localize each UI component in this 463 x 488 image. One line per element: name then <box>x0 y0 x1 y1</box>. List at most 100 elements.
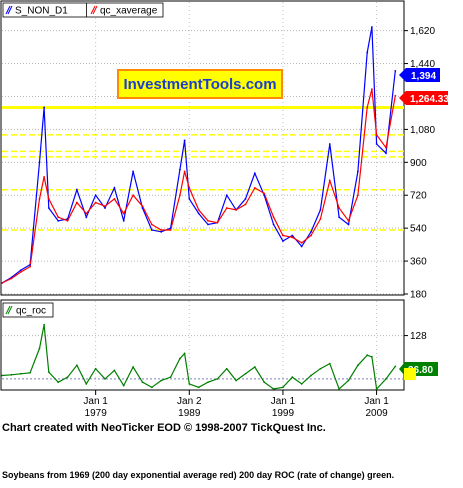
watermark-logo: InvestmentTools.com <box>117 69 283 99</box>
roc-point <box>38 347 41 350</box>
x-tick-label-line2: 1979 <box>85 408 108 419</box>
watermark-text: InvestmentTools.com <box>123 76 276 93</box>
average-point <box>47 197 50 200</box>
legend-label-average: qc_xaverage <box>100 6 158 17</box>
price-point <box>113 187 116 189</box>
roc-point <box>188 383 191 385</box>
roc-grid <box>2 335 408 380</box>
roc-point <box>1 374 3 377</box>
average-point <box>235 208 238 211</box>
price-point <box>160 230 163 233</box>
price-point <box>394 69 397 72</box>
roc-point <box>10 373 13 376</box>
price-point <box>263 194 266 197</box>
price-point <box>43 106 46 109</box>
price-grid <box>2 30 408 295</box>
average-point <box>38 197 41 200</box>
price-point <box>183 139 186 142</box>
roc-point <box>47 371 50 373</box>
price-point <box>150 229 153 231</box>
price-point <box>141 207 144 209</box>
last-average-flag <box>399 91 448 105</box>
roc-point <box>300 383 303 385</box>
roc-point <box>66 376 69 379</box>
roc-point <box>319 367 322 370</box>
price-panel-frame <box>0 0 405 296</box>
x-tick-label-line1: Jan 2 <box>177 396 202 407</box>
average-point <box>66 219 69 222</box>
roc-point <box>94 367 97 370</box>
chart-caption: Soybeans from 1969 (200 day exponential … <box>2 470 395 480</box>
price-point <box>207 223 209 226</box>
x-tick-label-line1: Jan 1 <box>83 396 108 407</box>
price-point <box>366 51 369 54</box>
roc-point <box>371 355 373 358</box>
average-point <box>375 133 378 136</box>
price-point <box>371 26 373 28</box>
last-roc-marker: 36.80 <box>399 362 438 380</box>
roc-point <box>76 364 78 367</box>
average-point <box>244 203 247 206</box>
price-point <box>225 194 228 197</box>
x-tick-label-line2: 1989 <box>178 408 201 419</box>
price-point <box>197 212 200 215</box>
legend-divider <box>86 3 87 17</box>
average-point <box>29 265 31 268</box>
price-point <box>300 245 303 248</box>
average-point <box>197 208 200 211</box>
roc-y-axis: 128 <box>410 331 427 342</box>
average-point <box>160 229 163 231</box>
last-price-flag <box>399 68 440 82</box>
average-point <box>253 187 256 189</box>
roc-point <box>263 381 266 384</box>
average-point <box>272 216 275 219</box>
roc-point <box>328 362 331 365</box>
price-point <box>375 143 378 145</box>
average-point <box>225 207 228 209</box>
roc-point <box>338 388 341 390</box>
price-point <box>57 219 60 222</box>
series-price-line <box>1 26 396 284</box>
price-point <box>66 218 69 220</box>
series-average-line <box>1 89 396 284</box>
roc-point <box>272 388 275 390</box>
roc-point <box>29 371 31 374</box>
price-y-tick-label: 540 <box>410 224 427 235</box>
price-point <box>282 240 284 242</box>
legend-line-icon-average <box>90 5 98 15</box>
roc-point <box>104 377 106 380</box>
roc-point <box>197 386 200 389</box>
roc-point <box>19 372 22 375</box>
price-point <box>291 234 294 237</box>
roc-point <box>169 376 172 379</box>
average-point <box>169 229 172 231</box>
average-point <box>338 207 341 209</box>
legend-line-icon-roc <box>5 305 13 315</box>
roc-point <box>394 365 397 368</box>
average-point <box>179 194 181 197</box>
roc-point <box>235 379 238 382</box>
average-point <box>141 205 144 208</box>
x-tick-label-line2: 2009 <box>365 408 388 419</box>
price-y-tick-label: 360 <box>410 257 427 268</box>
price-y-tick-label: 900 <box>410 158 427 169</box>
price-point <box>385 152 387 155</box>
average-point <box>300 241 303 244</box>
last-average-value: 1,264.33 <box>410 94 449 105</box>
roc-point <box>207 381 209 384</box>
average-point <box>188 187 191 189</box>
roc-point <box>216 377 219 380</box>
chart-credit: Chart created with NeoTicker EOD © 1998-… <box>2 422 326 434</box>
price-point <box>179 168 181 171</box>
price-point <box>188 197 191 200</box>
roc-point <box>310 374 312 377</box>
legend-label-price: S_NON_D1 <box>15 6 68 17</box>
average-point <box>366 106 369 109</box>
average-point <box>328 179 331 182</box>
roc-marker-highlight <box>404 368 416 380</box>
price-point <box>328 143 331 145</box>
legend-line-icon-price <box>5 5 13 15</box>
price-point <box>94 194 97 197</box>
